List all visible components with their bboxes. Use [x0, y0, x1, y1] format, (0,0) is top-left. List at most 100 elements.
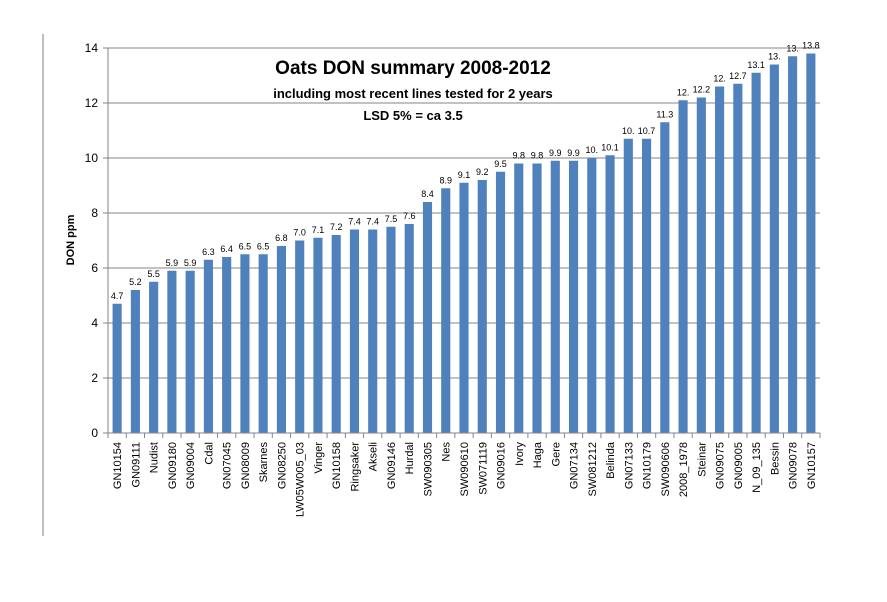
bar [349, 229, 360, 433]
data-label: 6.3 [202, 247, 215, 257]
data-labels: 4.7 5.2 5.5 5.9 5.9 6.3 6.4 6.5 6.5 6.8 7.0 7.1 7.2 7… [111, 41, 820, 301]
bar [222, 257, 232, 433]
data-label: 10. [622, 126, 635, 136]
x-tick-label: Belinda [605, 441, 617, 479]
data-label: 9.1 [458, 170, 471, 180]
y-tick-label: 0 [91, 426, 98, 440]
y-tick-label: 6 [91, 261, 98, 275]
y-tick-label: 10 [85, 151, 99, 165]
bar [733, 83, 743, 433]
data-label: 10.7 [638, 126, 656, 136]
bar [788, 56, 798, 433]
bar [167, 270, 177, 433]
x-tick-label: GN09111 [130, 442, 142, 487]
bar [751, 72, 761, 433]
bar [331, 235, 341, 433]
data-label: 6.5 [239, 241, 252, 251]
x-tick-label: Nes [441, 442, 453, 462]
y-tick-label: 14 [85, 41, 99, 55]
data-label: 6.8 [275, 233, 288, 243]
data-label: 7.4 [366, 217, 379, 227]
data-label: 12.2 [693, 85, 711, 95]
bar [368, 229, 378, 433]
bar [550, 160, 560, 433]
x-tick-label: Nudist [149, 442, 161, 473]
bar [276, 246, 286, 433]
bar [112, 303, 122, 433]
data-label: 6.5 [257, 241, 270, 251]
x-tick-label: SW090606 [660, 442, 672, 496]
data-label: 7.5 [385, 214, 398, 224]
data-label: 9.5 [494, 159, 507, 169]
bar [477, 180, 487, 433]
x-tick-label: Skarnes [258, 442, 270, 483]
x-tick-label: GN09180 [167, 442, 179, 489]
bar [495, 171, 506, 433]
bar [441, 188, 451, 433]
x-tick-label: Hurdal [404, 442, 416, 474]
data-label: 12. [713, 74, 726, 84]
data-label: 12. [677, 87, 690, 97]
x-tick-label: Haga [532, 441, 544, 468]
x-tick-label: 2008_1978 [678, 442, 690, 497]
x-tick-label: N_09_135 [751, 442, 763, 493]
bar [587, 158, 597, 433]
x-tick-label: GN09005 [733, 442, 745, 489]
bar [769, 64, 779, 433]
x-tick-label: GN10154 [112, 442, 124, 489]
x-tick-label: GN07134 [569, 442, 581, 489]
x-tick-label: GN07045 [222, 442, 234, 489]
x-tick-label: SW090610 [459, 442, 471, 496]
data-label: 7.1 [312, 225, 325, 235]
x-tick-label: Vinger [313, 442, 325, 474]
x-tick-label: Steinar [696, 442, 708, 477]
y-tick-label: 4 [91, 316, 98, 330]
bar [240, 254, 250, 433]
bar [422, 202, 433, 433]
x-tick-label: GN09146 [386, 442, 398, 489]
x-axis-tick-labels: GN10154 GN09111 Nudist GN09180 GN09004 Cdal GN… [107, 433, 821, 517]
data-label: 13.1 [747, 60, 765, 70]
data-label: 9.8 [531, 151, 544, 161]
data-label: 9.9 [567, 148, 580, 158]
data-label: 7.4 [348, 217, 361, 227]
x-tick-label: GN09075 [715, 442, 727, 489]
x-tick-label: GN10158 [331, 442, 343, 489]
x-tick-label: Bessin [769, 442, 781, 475]
y-tick-label: 2 [91, 371, 98, 385]
data-label: 4.7 [111, 291, 124, 301]
y-axis-label: DON ppm [65, 214, 77, 265]
x-tick-label: Ivory [514, 442, 526, 466]
x-tick-label: Gere [550, 442, 562, 466]
x-tick-label: Ringsaker [349, 442, 361, 492]
data-label: 6.4 [220, 244, 233, 254]
bar [404, 224, 414, 433]
bar [715, 86, 725, 433]
x-tick-label: LW05W005_03 [295, 442, 307, 517]
x-tick-label: GN09016 [496, 442, 508, 489]
y-tick-label: 12 [85, 96, 99, 110]
data-label: 7.2 [330, 222, 343, 232]
data-label: 12.7 [729, 71, 747, 81]
x-tick-label: SW081212 [587, 442, 599, 496]
y-axis-ticks: 0 2 4 6 8 10 12 14 [85, 41, 108, 440]
data-label: 5.9 [184, 258, 197, 268]
data-label: 13. [768, 52, 781, 62]
data-label: 5.5 [147, 269, 160, 279]
bar [258, 254, 268, 433]
data-label: 5.9 [166, 258, 179, 268]
x-tick-label: GN09004 [185, 442, 197, 489]
bar [386, 226, 396, 433]
x-tick-label: GN10179 [642, 442, 654, 489]
data-label: 8.4 [421, 189, 434, 199]
x-tick-label: SW071119 [477, 442, 489, 495]
chart-title: Oats DON summary 2008-2012 [275, 58, 551, 79]
bar [185, 270, 195, 433]
x-tick-label: GN08009 [240, 442, 252, 489]
data-label: 9.9 [549, 148, 562, 158]
bar [696, 97, 706, 433]
data-label: 10.1 [601, 142, 619, 152]
bar [568, 160, 579, 433]
bar [459, 182, 469, 433]
